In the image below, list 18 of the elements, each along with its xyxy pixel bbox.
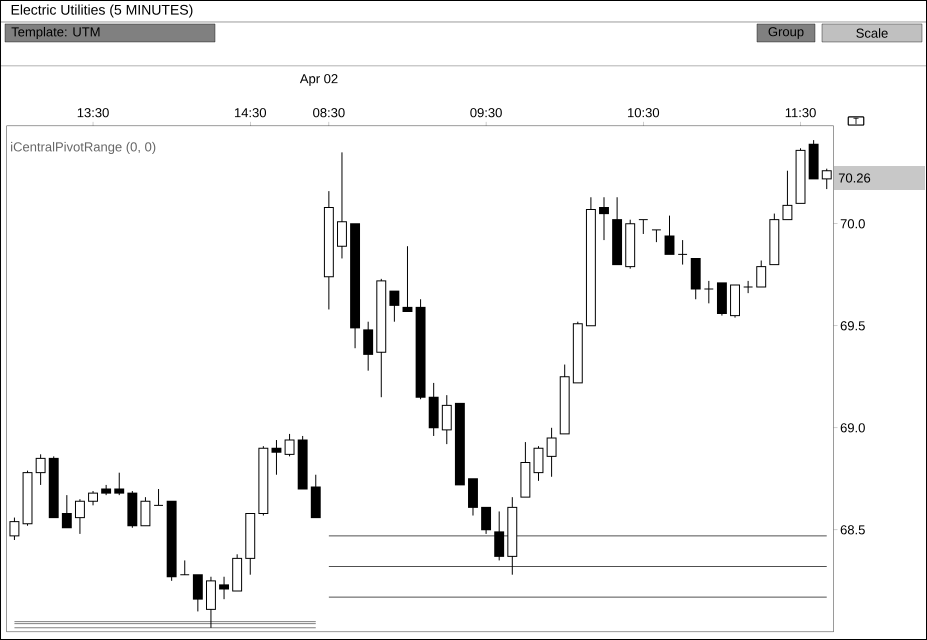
y-tick-label: 69.5 [840,321,865,330]
x-tick-label: 08:30 [313,108,345,118]
x-tick-label: 13:30 [78,108,109,118]
y-tick-label: 70.0 [840,219,865,228]
x-tick-label: 09:30 [470,108,502,118]
y-tick-label: 68.5 [840,525,865,534]
annotation: iCentralPivotRange (0, 0) [11,142,156,154]
x-tick-label: 10:30 [628,108,660,118]
x-tick-label: 14:30 [234,108,266,118]
text: Apr 02 [300,74,338,86]
text: Scale [856,28,888,38]
y-tick-label: 69.0 [840,423,865,432]
text: 70.26 [838,173,870,183]
x-tick-label: 11:30 [786,108,816,118]
chart-title: Electric Utilities (5 MINUTES) [12,4,192,18]
text: Template: UTM [12,26,100,40]
text: Group [768,27,804,39]
text: T [853,118,859,124]
